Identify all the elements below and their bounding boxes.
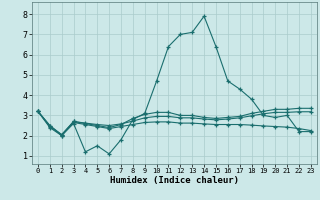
X-axis label: Humidex (Indice chaleur): Humidex (Indice chaleur) bbox=[110, 176, 239, 185]
